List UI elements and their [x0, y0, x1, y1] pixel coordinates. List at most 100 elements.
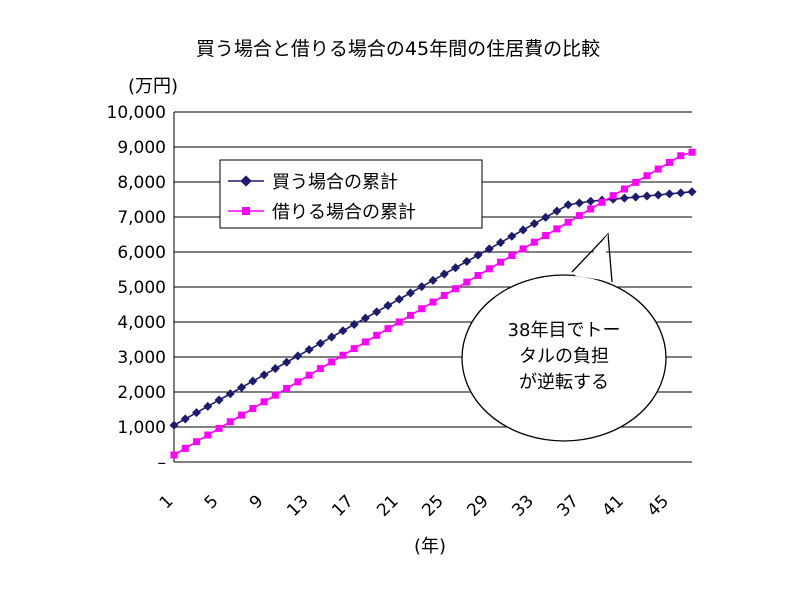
x-tick-label: 33 — [508, 491, 537, 520]
y-tick-label: 1,000 — [117, 418, 166, 438]
data-point — [316, 365, 324, 373]
data-point — [542, 232, 550, 240]
x-tick-label: 25 — [418, 491, 447, 520]
data-point — [519, 245, 527, 253]
data-point — [360, 313, 370, 323]
data-point — [327, 332, 337, 342]
data-point — [394, 294, 404, 304]
legend-marker-rent — [242, 207, 250, 215]
data-point — [620, 185, 628, 193]
data-point — [338, 326, 348, 336]
x-tick-label: 41 — [599, 491, 628, 520]
data-point — [215, 424, 223, 432]
data-point — [507, 231, 517, 241]
data-point — [586, 196, 596, 206]
data-point — [450, 263, 461, 273]
data-point — [418, 305, 426, 313]
data-point — [473, 250, 483, 260]
data-point — [654, 165, 662, 173]
data-point — [439, 269, 449, 279]
data-point — [485, 265, 493, 273]
data-point — [440, 291, 448, 299]
data-point — [225, 389, 235, 399]
data-point — [305, 371, 313, 379]
data-point — [529, 219, 539, 229]
legend-box — [219, 159, 483, 229]
data-point — [452, 285, 460, 293]
gridlines — [173, 111, 692, 463]
data-point — [676, 188, 686, 198]
data-point — [598, 198, 606, 206]
data-point — [361, 338, 369, 346]
data-point — [383, 301, 393, 311]
data-point — [180, 414, 190, 424]
y-tick-labels: – 1,000 2,000 3,000 4,000 5,000 6,000 7,000 8,00… — [107, 103, 166, 473]
data-point — [304, 345, 314, 355]
data-point — [664, 189, 675, 199]
x-tick-label: 37 — [553, 491, 582, 520]
callout-line-3: が逆転する — [519, 372, 609, 393]
data-point — [248, 376, 258, 386]
data-point — [631, 192, 641, 202]
data-point — [587, 205, 595, 213]
data-point — [575, 212, 583, 220]
data-point — [496, 238, 506, 248]
data-point — [260, 398, 268, 406]
data-point — [293, 351, 303, 361]
callout-pointer-fill — [575, 234, 608, 280]
series-2 — [170, 148, 696, 459]
data-point — [349, 319, 359, 329]
data-point — [530, 238, 538, 246]
data-point — [405, 288, 416, 298]
data-point — [339, 351, 347, 359]
data-point — [406, 311, 414, 319]
x-tick-label: 21 — [373, 491, 402, 520]
data-point — [643, 172, 651, 180]
x-tick-label: 17 — [328, 491, 357, 520]
y-tick-label: – — [158, 453, 167, 473]
x-tick-label: 1 — [156, 491, 178, 513]
data-point — [384, 325, 392, 333]
data-point — [428, 275, 438, 285]
data-point — [226, 418, 234, 426]
data-point — [429, 298, 437, 306]
callout-bubble: 38年目でトー タルの負担 が逆転する — [461, 232, 667, 442]
data-point — [564, 218, 572, 226]
data-point — [653, 190, 663, 200]
data-point — [619, 193, 629, 203]
data-point — [518, 225, 528, 235]
chart-title: 買う場合と借りる場合の45年間の住居費の比較 — [196, 38, 600, 60]
data-point — [271, 391, 279, 399]
data-point — [687, 187, 697, 197]
data-point — [170, 451, 178, 459]
callout-line-1: 38年目でトー — [508, 320, 621, 341]
data-point — [417, 282, 427, 292]
data-point — [204, 431, 212, 439]
legend: 買う場合の累計 借りる場合の累計 — [219, 159, 483, 229]
x-tick-labels: 1 5 9 13 17 21 25 29 33 37 41 45 — [156, 491, 673, 520]
data-point — [249, 404, 257, 412]
y-tick-label: 10,000 — [107, 103, 166, 123]
legend-label-buy: 買う場合の累計 — [272, 172, 398, 193]
data-point — [282, 357, 292, 367]
y-tick-label: 5,000 — [117, 278, 166, 298]
y-tick-label: 7,000 — [117, 208, 166, 228]
legend-label-rent: 借りる場合の累計 — [272, 202, 416, 223]
data-point — [688, 148, 696, 156]
data-point — [497, 258, 505, 266]
data-point — [328, 358, 336, 366]
callout-line-2: タルの負担 — [519, 346, 609, 367]
y-axis-label: (万円) — [128, 76, 178, 97]
x-axis-label: (年) — [414, 536, 446, 557]
y-tick-label: 4,000 — [117, 313, 166, 333]
legend-marker-buy — [240, 175, 252, 187]
data-point — [677, 152, 685, 160]
y-tick-label: 3,000 — [117, 348, 166, 368]
data-point — [563, 200, 573, 210]
x-tick-label: 29 — [463, 491, 492, 520]
data-point — [191, 408, 202, 418]
data-point — [181, 444, 189, 452]
data-point — [632, 178, 640, 186]
data-point — [395, 318, 403, 326]
